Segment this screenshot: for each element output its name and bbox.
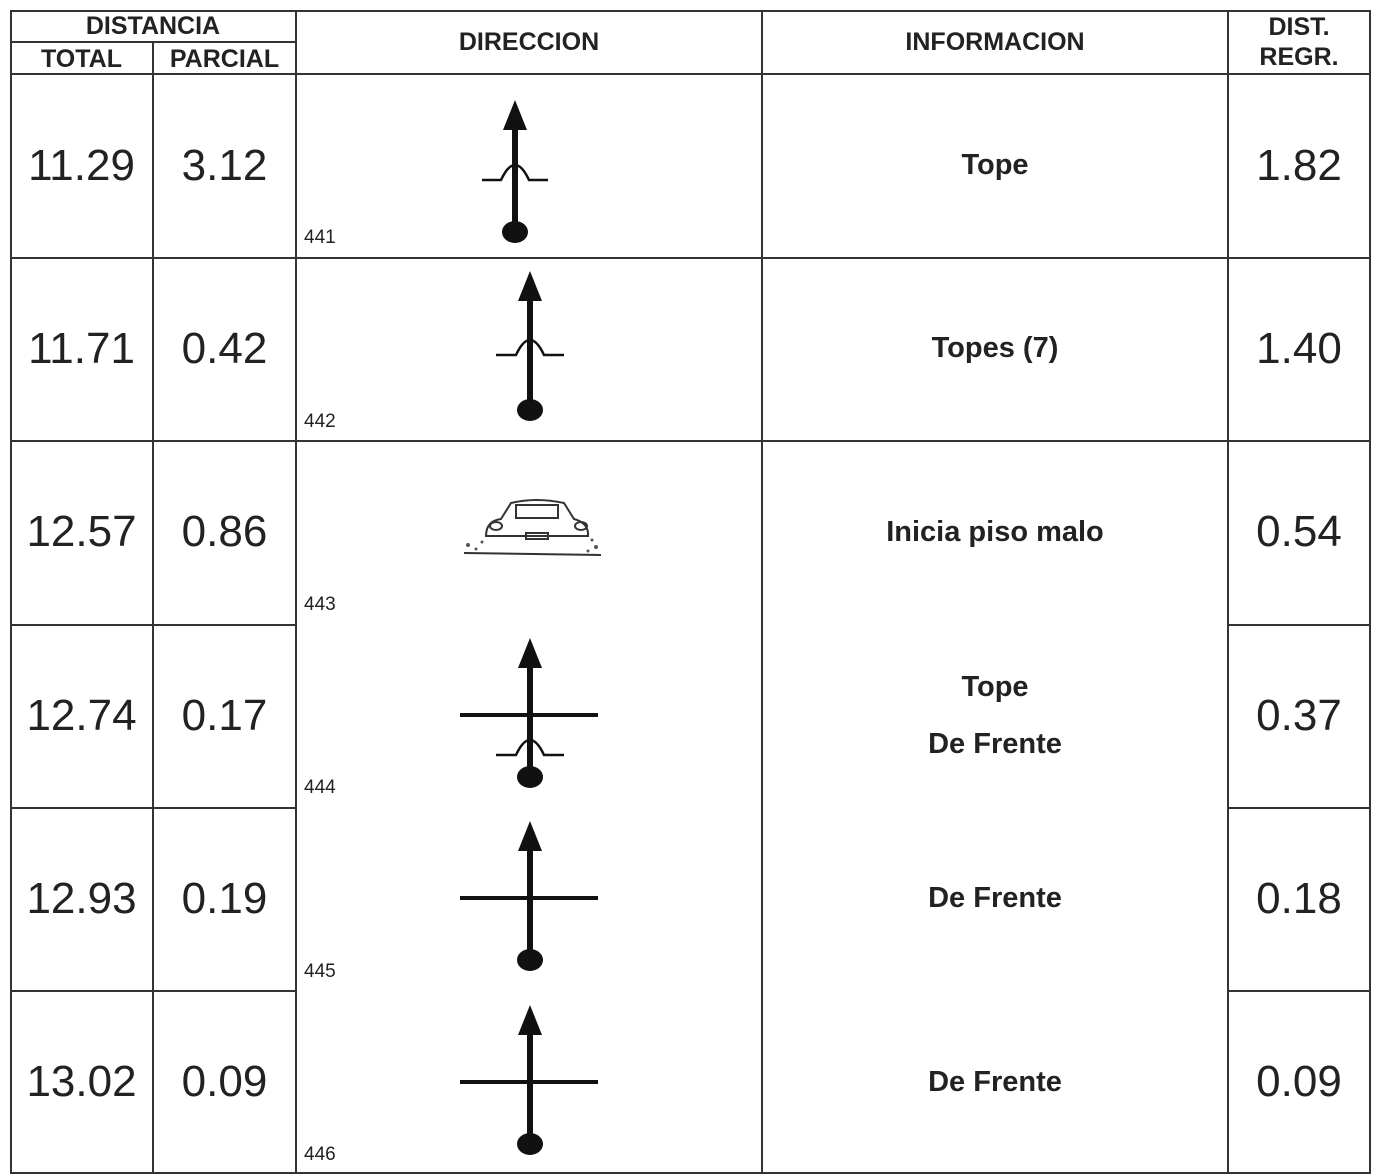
information-line: De Frente: [928, 727, 1062, 760]
dist-regr: 1.82: [1256, 140, 1342, 190]
header-parcial: PARCIAL: [169, 44, 280, 73]
direction-icon: [463, 498, 602, 556]
information-line: De Frente: [928, 1065, 1062, 1098]
header-informacion: INFORMACION: [905, 27, 1085, 56]
dist-regr: 0.18: [1256, 873, 1342, 923]
parcial: 0.42: [181, 323, 268, 373]
information: De Frente: [762, 807, 1228, 990]
direction-icon: [460, 821, 598, 972]
dist-regr: 0.54: [1256, 507, 1342, 557]
header-line: REGR.: [1259, 43, 1339, 71]
parcial: 0.17: [181, 690, 268, 740]
parcial: 0.09: [181, 1057, 268, 1107]
direction-icon: [460, 1004, 598, 1155]
waypoint-id: 443: [304, 593, 336, 615]
total: 12.57: [26, 507, 137, 557]
waypoint-id: 445: [304, 960, 336, 982]
waypoint-id: 446: [304, 1143, 336, 1165]
waypoint-id: 442: [304, 410, 336, 432]
header-line: DIST.: [1268, 13, 1330, 41]
total: 12.93: [26, 873, 137, 923]
total: 11.71: [28, 323, 135, 373]
direction-icon: [460, 637, 598, 788]
total: 12.74: [26, 690, 137, 740]
information: Tope: [762, 74, 1228, 257]
parcial: 0.86: [181, 507, 268, 557]
information: Topes (7): [762, 257, 1228, 440]
total: 11.29: [28, 140, 135, 190]
dist-regr: 1.40: [1256, 323, 1342, 373]
dist-regr: 0.09: [1256, 1057, 1342, 1107]
waypoint-id: 444: [304, 777, 336, 799]
waypoint-id: 441: [304, 227, 336, 249]
information: Tope De Frente: [762, 624, 1228, 807]
information: De Frente: [762, 991, 1228, 1174]
header-dist-regr: DIST. REGR.: [1228, 10, 1370, 74]
information-line: Inicia piso malo: [886, 515, 1104, 548]
information-line: Tope: [961, 149, 1029, 182]
direction-icon: [482, 100, 548, 243]
information-line: De Frente: [928, 882, 1062, 915]
parcial: 3.12: [181, 140, 268, 190]
direction-icon: [496, 271, 564, 422]
header-direccion: DIRECCION: [458, 27, 600, 56]
parcial: 0.19: [181, 873, 268, 923]
header-distancia: DISTANCIA: [85, 11, 221, 40]
total: 13.02: [26, 1057, 137, 1107]
information-line: Topes (7): [931, 332, 1059, 365]
information-line: Tope: [961, 670, 1029, 703]
header-total: TOTAL: [40, 44, 122, 73]
information: Inicia piso malo: [762, 441, 1228, 624]
dist-regr: 0.37: [1256, 690, 1342, 740]
